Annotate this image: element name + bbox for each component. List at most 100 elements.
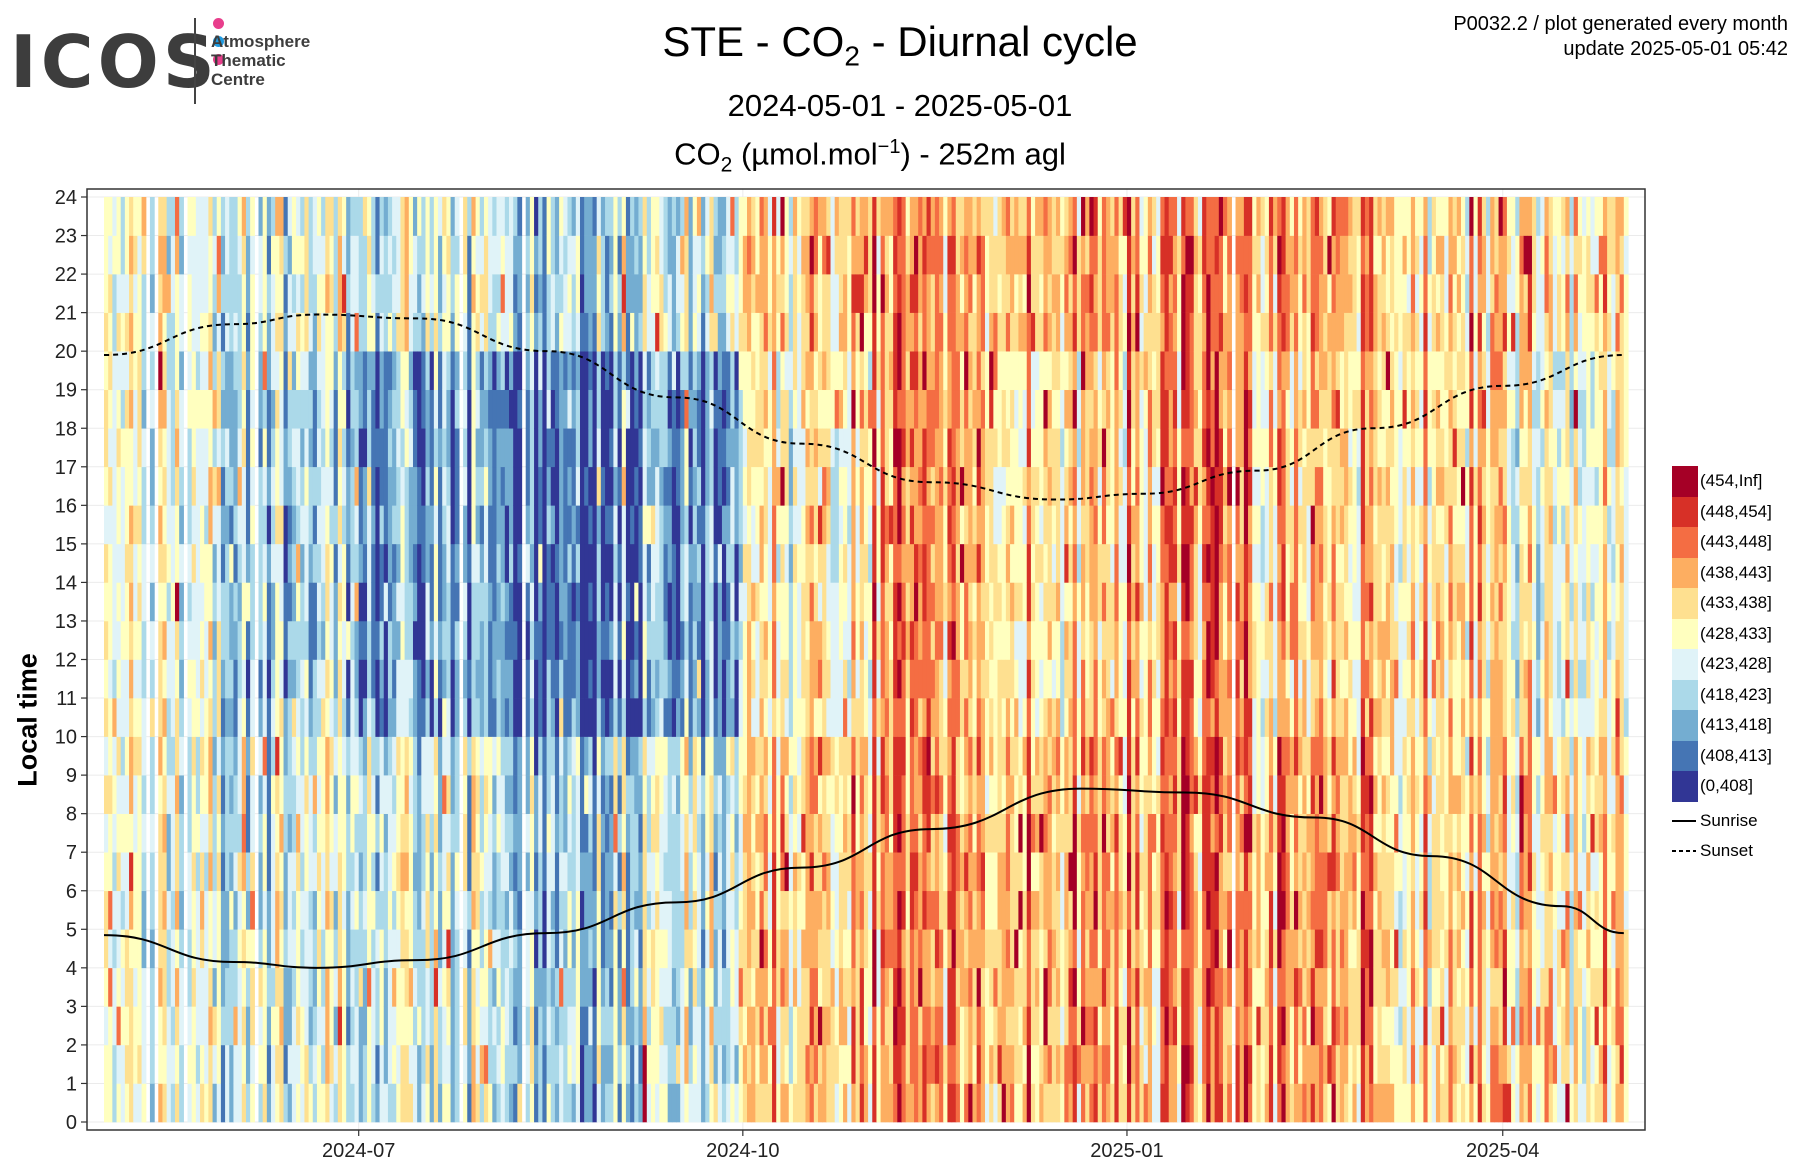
heatmap-cell: [834, 620, 840, 660]
heatmap-cell: [341, 197, 347, 236]
heatmap-cell: [291, 698, 297, 737]
heatmap-cell: [187, 813, 193, 853]
heatmap-cell: [863, 659, 869, 699]
heatmap-cell: [333, 389, 339, 429]
heatmap-cell: [417, 813, 422, 853]
heatmap-cell: [216, 620, 222, 660]
heatmap-cell: [822, 1006, 827, 1046]
heatmap-cell: [897, 967, 903, 1007]
heatmap-cell: [888, 1006, 894, 1046]
heatmap-cell: [258, 890, 264, 930]
heatmap-cell: [412, 428, 418, 468]
heatmap-cell: [546, 890, 552, 930]
heatmap-cell: [926, 274, 932, 313]
heatmap-cell: [888, 582, 894, 622]
heatmap-cell: [592, 466, 598, 506]
heatmap-cell: [124, 235, 130, 275]
heatmap-cell: [237, 659, 243, 699]
heatmap-cell: [676, 389, 681, 429]
heatmap-cell: [371, 736, 376, 776]
heatmap-cell: [859, 582, 865, 622]
heatmap-cell: [575, 389, 581, 429]
heatmap-cell: [943, 389, 949, 429]
heatmap-cell: [605, 929, 610, 969]
heatmap-cell: [550, 274, 556, 313]
heatmap-cell: [851, 312, 857, 352]
heatmap-cell: [367, 466, 372, 506]
heatmap-cell: [972, 1006, 978, 1046]
heatmap-cell: [646, 466, 652, 506]
heatmap-cell: [788, 1083, 794, 1123]
heatmap-cell: [400, 698, 406, 737]
heatmap-cell: [158, 929, 164, 969]
heatmap-cell: [358, 235, 364, 275]
heatmap-cell: [880, 312, 886, 352]
heatmap-cell: [250, 890, 255, 930]
heatmap-cell: [471, 505, 477, 545]
heatmap-cell: [241, 698, 247, 737]
heatmap-cell: [300, 967, 306, 1007]
heatmap-cell: [362, 389, 368, 429]
heatmap-cell: [300, 505, 306, 545]
heatmap-cell: [663, 505, 669, 545]
heatmap-cell: [918, 389, 923, 429]
heatmap-cell: [534, 736, 539, 776]
heatmap-cell: [676, 967, 681, 1007]
heatmap-cell: [788, 1044, 794, 1084]
heatmap-cell: [450, 235, 456, 275]
heatmap-cell: [959, 543, 965, 583]
heatmap-cell: [333, 505, 339, 545]
heatmap-cell: [688, 543, 694, 583]
heatmap-cell: [229, 967, 235, 1007]
heatmap-cell: [763, 1083, 769, 1123]
heatmap-cell: [271, 659, 276, 699]
heatmap-cell: [747, 852, 752, 892]
heatmap-cell: [985, 1083, 990, 1123]
heatmap-cell: [454, 235, 460, 275]
heatmap-cell: [884, 929, 890, 969]
heatmap-cell: [826, 890, 832, 930]
heatmap-cell: [341, 967, 347, 1007]
heatmap-cell: [179, 1083, 184, 1123]
heatmap-cell: [859, 852, 865, 892]
heatmap-cell: [671, 543, 677, 583]
heatmap-cell: [968, 852, 974, 892]
heatmap-cell: [784, 659, 790, 699]
heatmap-cell: [446, 389, 452, 429]
heatmap-cell: [283, 967, 289, 1007]
heatmap-cell: [438, 620, 443, 660]
heatmap-cell: [262, 1083, 268, 1123]
heatmap-cell: [442, 197, 447, 236]
heatmap-cell: [592, 775, 598, 814]
heatmap-cell: [483, 505, 489, 545]
heatmap-cell: [609, 197, 614, 236]
heatmap-cell: [283, 1044, 289, 1084]
heatmap-cell: [784, 967, 790, 1007]
heatmap-cell: [475, 466, 481, 506]
heatmap-cell: [830, 582, 836, 622]
heatmap-cell: [417, 1044, 422, 1084]
heatmap-cell: [939, 312, 944, 352]
heatmap-cell: [312, 967, 318, 1007]
heatmap-cell: [346, 428, 351, 468]
heatmap-cell: [371, 1083, 376, 1123]
heatmap-cell: [279, 1044, 285, 1084]
heatmap-cell: [613, 698, 619, 737]
heatmap-cell: [404, 505, 410, 545]
heatmap-cell: [500, 466, 506, 506]
heatmap-cell: [788, 312, 794, 352]
heatmap-cell: [696, 1044, 702, 1084]
heatmap-cell: [713, 543, 719, 583]
heatmap-cell: [876, 1006, 882, 1046]
heatmap-cell: [116, 428, 122, 468]
heatmap-cell: [496, 197, 502, 236]
heatmap-cell: [863, 620, 869, 660]
heatmap-cell: [688, 813, 694, 853]
heatmap-cell: [488, 235, 493, 275]
heatmap-cell: [859, 274, 865, 313]
heatmap-cell: [959, 890, 965, 930]
heatmap-cell: [108, 659, 113, 699]
heatmap-cell: [454, 312, 460, 352]
heatmap-cell: [747, 659, 752, 699]
heatmap-cell: [362, 1083, 368, 1123]
